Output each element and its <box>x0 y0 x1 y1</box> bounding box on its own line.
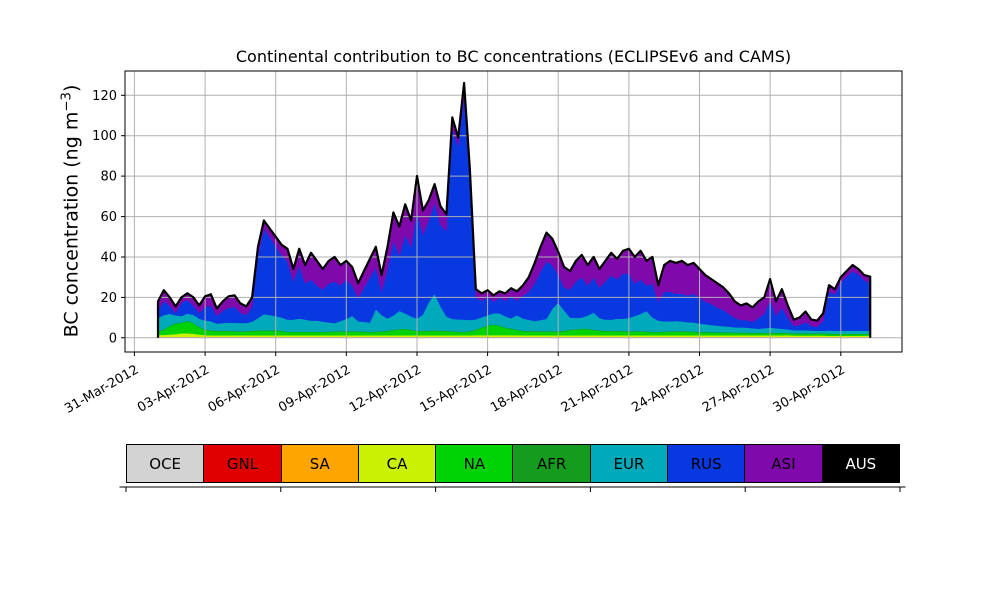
plot-frame <box>124 70 903 353</box>
legend-item-NA: NA <box>435 445 513 482</box>
x-tick-label: 15-Apr-2012 <box>417 362 494 415</box>
legend-item-label: RUS <box>690 454 722 473</box>
x-tick-label: 27-Apr-2012 <box>700 362 777 415</box>
legend-item-label: CA <box>386 454 408 473</box>
y-axis-label: BC concentration (ng m−3) <box>59 85 82 338</box>
x-tick-label: 24-Apr-2012 <box>629 362 706 415</box>
x-tick-label: 12-Apr-2012 <box>347 362 424 415</box>
x-tick-label: 31-Mar-2012 <box>62 362 141 416</box>
x-tick-label: 06-Apr-2012 <box>206 362 283 415</box>
y-tick-label: 80 <box>100 170 117 185</box>
legend-item-SA: SA <box>280 445 358 482</box>
legend-item-label: AFR <box>536 454 567 473</box>
legend-item-GNL: GNL <box>203 445 281 482</box>
legend-item-AUS: AUS <box>821 445 899 482</box>
y-tick-label: 40 <box>100 251 117 266</box>
x-tick-label: 30-Apr-2012 <box>771 362 848 415</box>
legend-item-label: AUS <box>845 454 877 473</box>
legend-item-label: ASI <box>771 454 796 473</box>
legend-item-label: GNL <box>226 454 259 473</box>
x-tick-label: 09-Apr-2012 <box>276 362 353 415</box>
chart-title: Continental contribution to BC concentra… <box>235 47 792 66</box>
legend-item-label: EUR <box>613 454 645 473</box>
y-tick-label: 100 <box>92 129 117 144</box>
x-tick-label: 18-Apr-2012 <box>488 362 565 415</box>
x-tick-label: 21-Apr-2012 <box>559 362 636 415</box>
y-tick-label: 0 <box>109 331 117 346</box>
y-axis-label-superscript: −3 <box>59 92 75 112</box>
total-outline <box>156 81 872 338</box>
legend: OCE GNL SA CA NA AFR EUR RUS ASI AUS <box>126 444 900 483</box>
legend-item-OCE: OCE <box>127 445 204 482</box>
legend-item-ASI: ASI <box>744 445 822 482</box>
y-axis-label-text: BC concentration (ng m <box>60 111 83 338</box>
legend-item-AFR: AFR <box>512 445 590 482</box>
y-tick-label: 60 <box>100 210 117 225</box>
y-tick-label: 20 <box>100 291 117 306</box>
legend-item-EUR: EUR <box>589 445 668 482</box>
y-axis-label-close: ) <box>60 84 83 93</box>
x-tick-label: 03-Apr-2012 <box>135 362 212 415</box>
legend-item-CA: CA <box>357 445 436 482</box>
legend-item-label: OCE <box>149 454 182 473</box>
legend-item-label: SA <box>309 454 330 473</box>
legend-item-RUS: RUS <box>667 445 745 482</box>
y-tick-label: 120 <box>92 89 117 104</box>
legend-item-label: NA <box>463 454 486 473</box>
